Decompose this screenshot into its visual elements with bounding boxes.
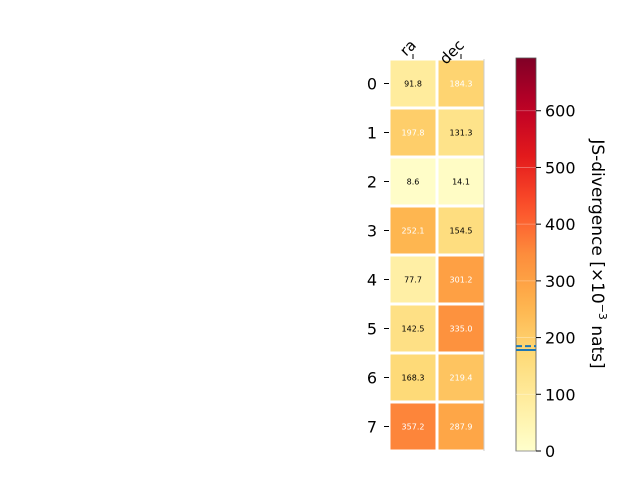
- x-tick-label: ra: [396, 36, 420, 60]
- cell-value-label: 8.6: [407, 178, 420, 187]
- cell-value-label: 197.8: [402, 129, 425, 138]
- heatmap-cell: [435, 106, 487, 159]
- colorbar: 0 100 200 300 400 500 600: [515, 57, 576, 461]
- cell-value-label: 168.3: [402, 374, 425, 383]
- y-tick-label: 5: [367, 320, 377, 339]
- y-tick-label: 4: [367, 271, 377, 290]
- cell-value-label: 287.9: [450, 423, 473, 432]
- cell-value-label: 77.7: [404, 276, 422, 285]
- colorbar-label-tail: nats]: [587, 320, 607, 369]
- cell-value-label: 184.3: [450, 80, 473, 89]
- colorbar-label: JS-divergence [×10−3 nats]: [587, 138, 609, 368]
- y-tick-label: 6: [367, 369, 377, 388]
- y-tick-label: 3: [367, 222, 377, 241]
- colorbar-tick-label: 400: [545, 215, 576, 234]
- cell-value-label: 14.1: [452, 178, 470, 187]
- cell-value-label: 252.1: [402, 227, 425, 236]
- cell-value-label: 131.3: [450, 129, 473, 138]
- cell-value-label: 219.4: [450, 374, 473, 383]
- heatmap-cell: [435, 253, 487, 306]
- colorbar-tick-label: 600: [545, 102, 576, 121]
- cell-value-label: 91.8: [404, 80, 422, 89]
- y-tick-label: 7: [367, 418, 377, 437]
- colorbar-tick-label: 200: [545, 329, 576, 348]
- colorbar-label-exponent: −3: [596, 304, 609, 320]
- cell-value-label: 142.5: [402, 325, 425, 334]
- y-tick-label: 2: [367, 173, 377, 192]
- cell-value-label: 335.0: [450, 325, 473, 334]
- heatmap-cell: [435, 400, 487, 453]
- heatmap-cell: [435, 204, 487, 257]
- colorbar-bar: [515, 57, 537, 452]
- y-axis: 0 1 2 3 4 5 6 7: [367, 75, 389, 437]
- cell-value-label: 301.2: [450, 276, 473, 285]
- y-tick-label: 0: [367, 75, 377, 94]
- cell-value-label: 357.2: [402, 423, 425, 432]
- colorbar-tick-label: 300: [545, 272, 576, 291]
- heatmap-cells: 91.8 184.3 197.8 131.3 8.6 14.1 252.1 154.5 77.7…: [387, 57, 487, 453]
- colorbar-tick-label: 0: [545, 442, 555, 461]
- colorbar-label-main: JS-divergence [×10: [587, 138, 607, 303]
- heatmap-cell: [435, 155, 487, 208]
- cell-value-label: 154.5: [450, 227, 473, 236]
- y-tick-label: 1: [367, 124, 377, 143]
- colorbar-tick-label: 500: [545, 158, 576, 177]
- colorbar-tick-label: 100: [545, 385, 576, 404]
